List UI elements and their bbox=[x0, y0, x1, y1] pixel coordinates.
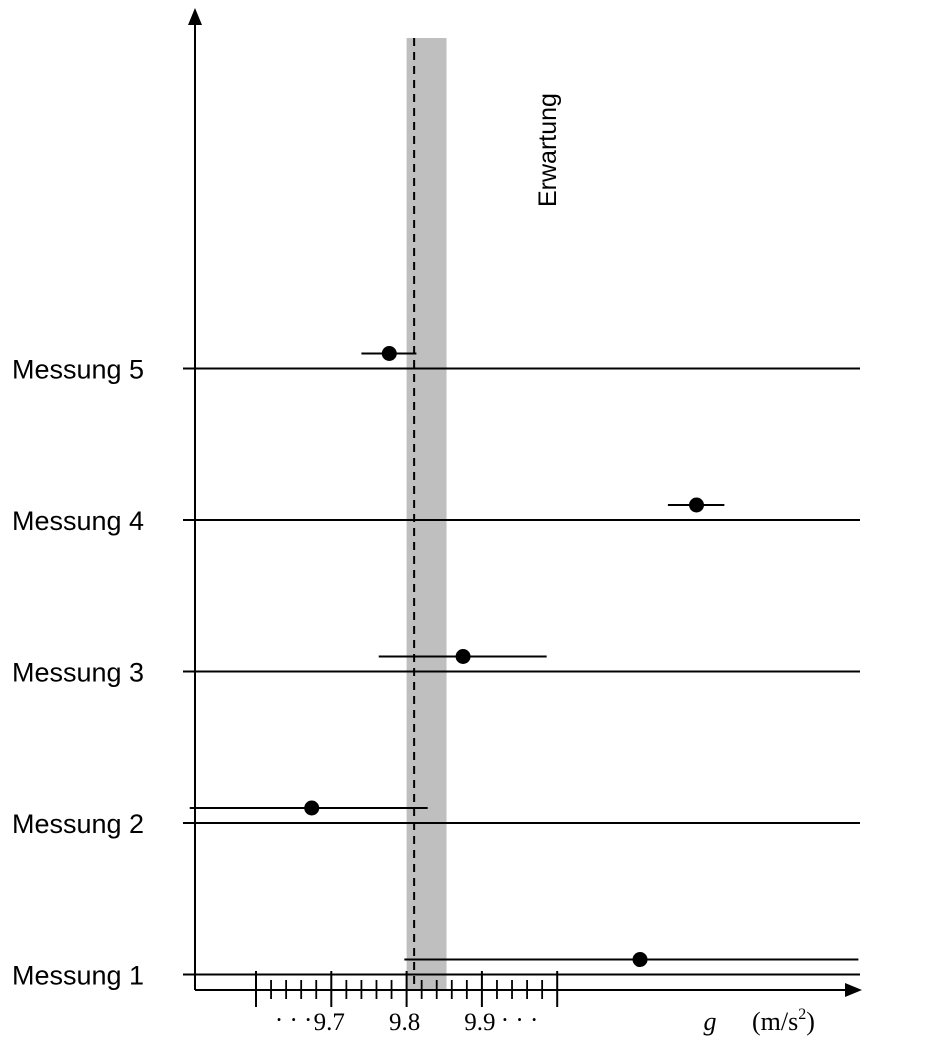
x-ellipsis-left: · · · bbox=[275, 1007, 312, 1034]
x-ellipsis-right: · · · bbox=[501, 1007, 538, 1034]
row-label: Messung 3 bbox=[12, 658, 144, 688]
x-axis-unit-exponent: 2 bbox=[798, 1006, 806, 1023]
x-axis-ticks bbox=[255, 971, 559, 1007]
x-axis-arrow bbox=[845, 983, 862, 997]
data-point bbox=[455, 649, 471, 664]
row-label: Messung 5 bbox=[12, 355, 144, 385]
x-tick-labels: 9.7 9.8 9.9 bbox=[314, 1009, 496, 1036]
x-tick-label: 9.8 bbox=[389, 1009, 420, 1036]
expected-band bbox=[406, 38, 447, 990]
x-axis-unit-close: ) bbox=[806, 1007, 815, 1036]
x-axis-unit: (m/s2) bbox=[752, 1006, 815, 1036]
data-point bbox=[689, 497, 705, 513]
x-tick-label: 9.9 bbox=[464, 1009, 495, 1036]
y-axis-arrow bbox=[188, 8, 202, 25]
row-label: Messung 4 bbox=[12, 506, 144, 536]
x-axis-unit-main: (m/s bbox=[752, 1007, 798, 1036]
row-label: Messung 2 bbox=[12, 809, 144, 839]
data-point bbox=[304, 800, 320, 816]
data-point bbox=[632, 952, 648, 967]
x-tick-label: 9.7 bbox=[314, 1009, 345, 1036]
row-label: Messung 1 bbox=[12, 961, 144, 991]
x-axis-symbol: g bbox=[704, 1007, 717, 1036]
measurement-rows: Messung 1 Messung 2 Messung 3 Messung 4 Mess… bbox=[12, 346, 860, 991]
data-point bbox=[381, 346, 397, 361]
expected-label: Erwartung bbox=[534, 93, 562, 207]
